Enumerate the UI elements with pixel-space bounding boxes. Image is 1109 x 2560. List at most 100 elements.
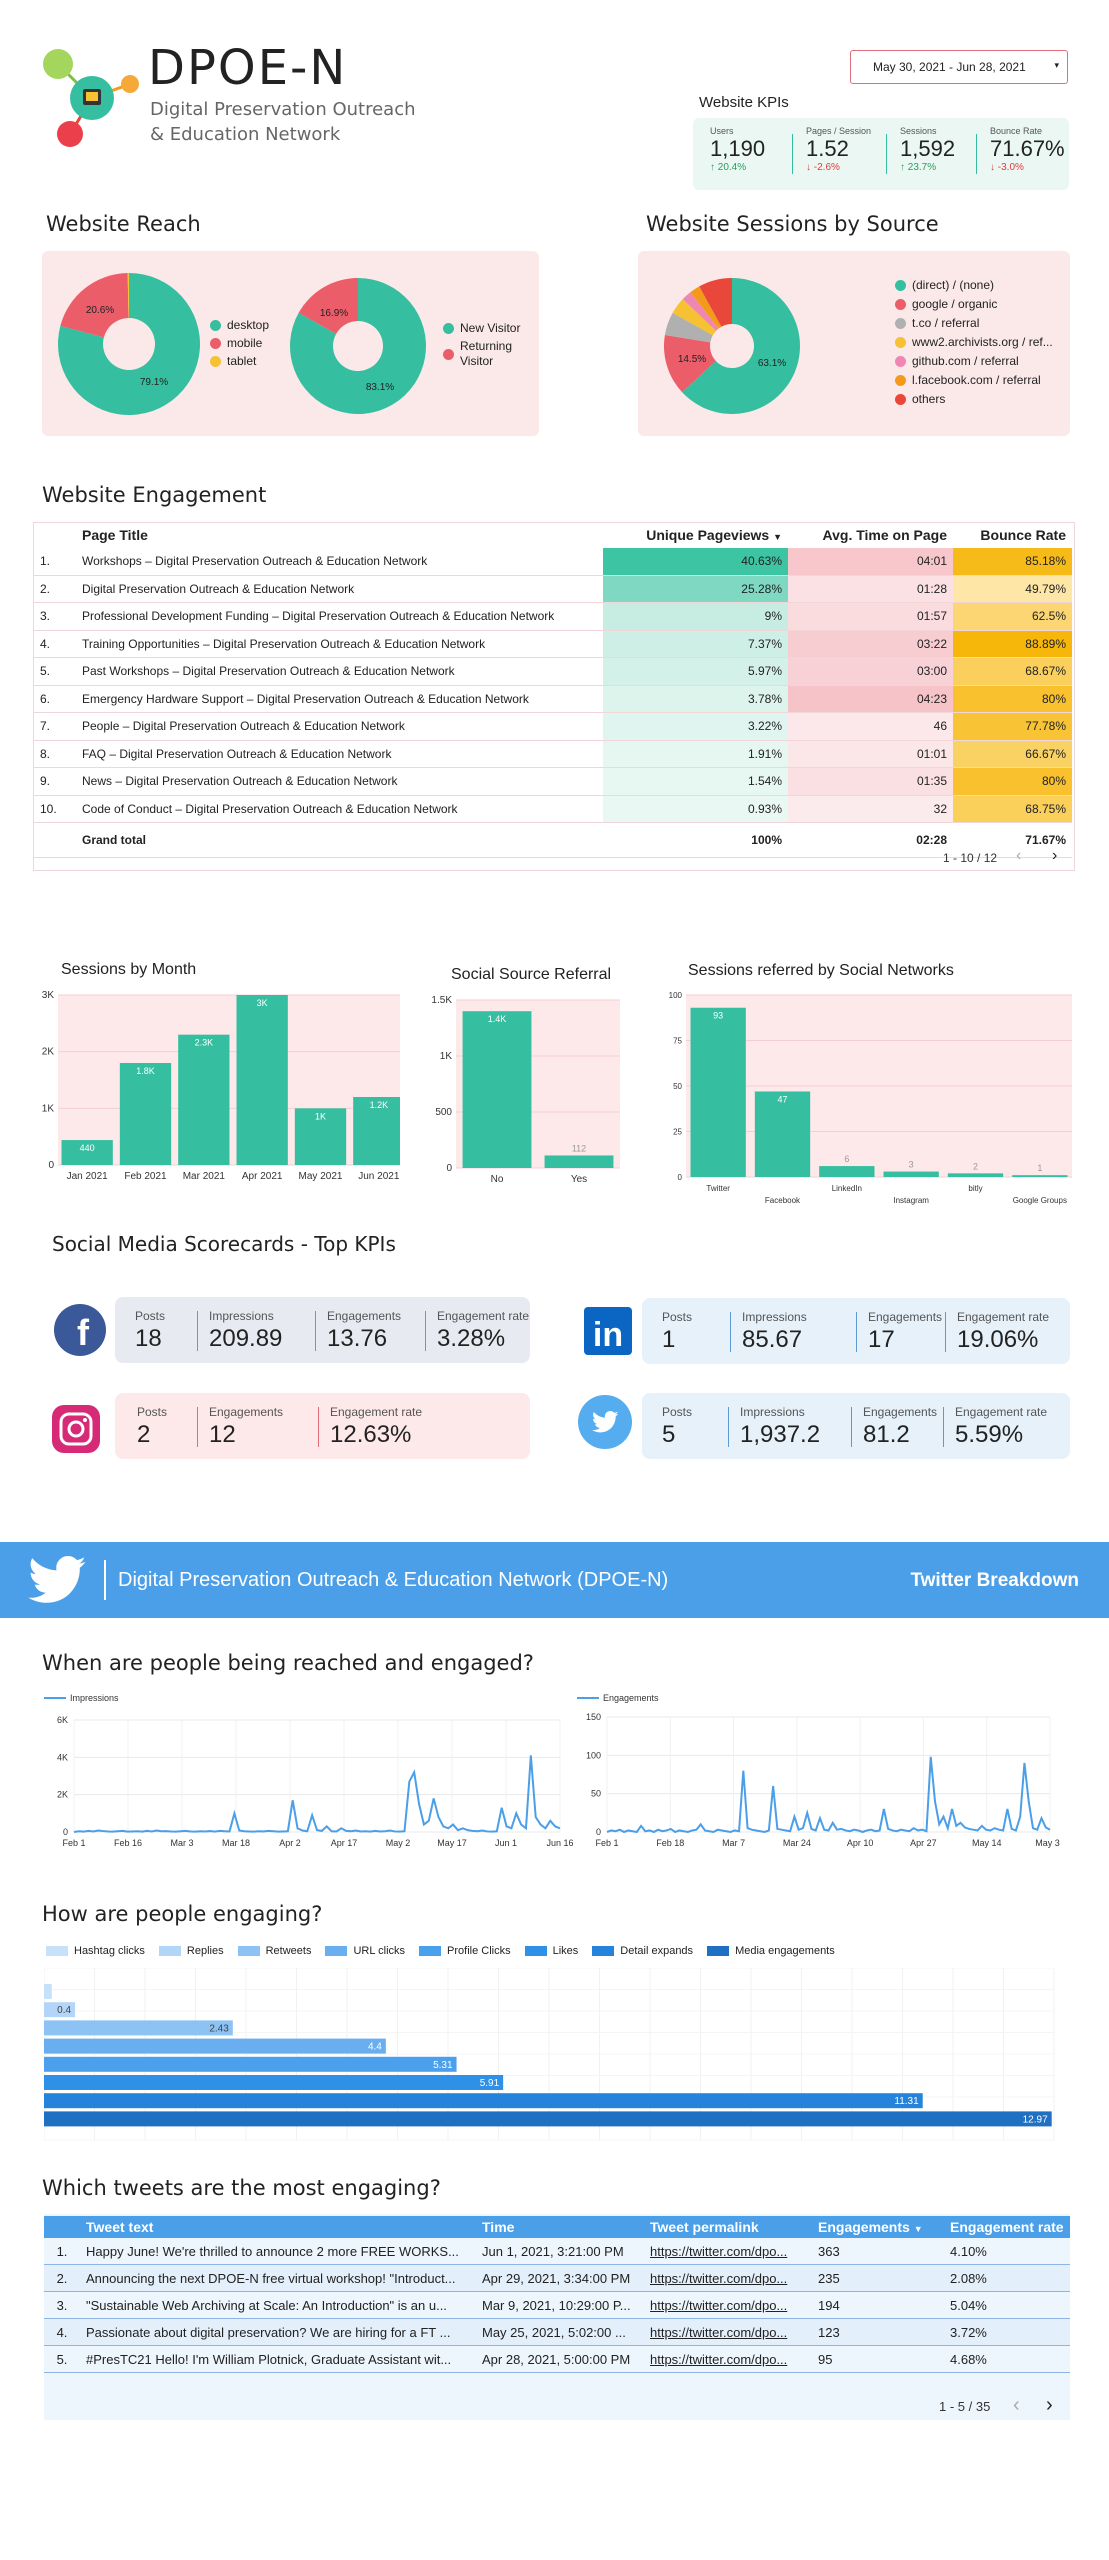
- col-permalink[interactable]: Tweet permalink: [644, 2216, 812, 2238]
- tweet-cell-link[interactable]: https://twitter.com/dpo...: [644, 2264, 812, 2292]
- table-row[interactable]: 10. Code of Conduct – Digital Preservatio…: [34, 795, 1072, 823]
- tweets-next-icon[interactable]: ›: [1046, 2394, 1053, 2416]
- table-row[interactable]: 1. Workshops – Digital Preservation Outre…: [34, 548, 1072, 576]
- metric-label: Engagement rate: [330, 1405, 423, 1419]
- col-engagements[interactable]: Engagements ▼: [812, 2216, 944, 2238]
- x-tick-label: Feb 1: [62, 1838, 85, 1848]
- cell-n: 10.: [34, 795, 76, 823]
- metric-label: Posts: [135, 1309, 166, 1323]
- y-tick-label: 2K: [42, 1047, 55, 1058]
- data-label: 5.31: [433, 2060, 453, 2071]
- cell-page: Professional Development Funding – Digit…: [76, 602, 603, 631]
- tweet-row[interactable]: 5. #PresTC21 Hello! I'm William Plotnick,…: [44, 2345, 1070, 2373]
- legend-swatch: [419, 1946, 442, 1956]
- how-engaging-chart: 0.4 2.43 4.4 5.31 5.91 11.31 12.97: [44, 1968, 1055, 2141]
- table-row[interactable]: 9. News – Digital Preservation Outreach &…: [34, 767, 1072, 796]
- bar: [119, 1063, 172, 1165]
- arrow-up-icon: ↑: [900, 162, 908, 173]
- facebook-icon: f: [53, 1303, 107, 1357]
- col-tweet-text[interactable]: Tweet text: [80, 2216, 476, 2238]
- metric-value: 17: [868, 1326, 895, 1353]
- cell-bounce: 85.18%: [953, 548, 1072, 576]
- legend-label: l.facebook.com / referral: [912, 373, 1041, 387]
- metric-divider: [728, 1407, 729, 1447]
- bar: [883, 1171, 939, 1177]
- kpi-delta-value: -3.0%: [997, 162, 1024, 173]
- engagement-table-box: [33, 522, 1075, 871]
- twitter-icon: [578, 1395, 632, 1449]
- metric-label: Posts: [662, 1405, 693, 1419]
- table-row[interactable]: 8. FAQ – Digital Preservation Outreach & …: [34, 740, 1072, 768]
- metric-value: 1,937.2: [740, 1421, 821, 1448]
- col-page-title[interactable]: Page Title: [82, 527, 148, 543]
- kpi-1: Users 1,190 ↑ 20.4%: [710, 126, 765, 173]
- category-label: May 2021: [299, 1171, 343, 1182]
- tweet-row[interactable]: 4. Passionate about digital preservation?…: [44, 2318, 1070, 2346]
- tweet-cell-link[interactable]: https://twitter.com/dpo...: [644, 2318, 812, 2346]
- col-time[interactable]: Time: [476, 2216, 644, 2238]
- y-tick-label: 25: [673, 1128, 682, 1137]
- legend-label: Retweets: [265, 1945, 312, 1957]
- tweet-cell-text: #PresTC21 Hello! I'm William Plotnick, G…: [80, 2345, 476, 2373]
- col-bounce-rate[interactable]: Bounce Rate: [980, 527, 1066, 543]
- tweet-row[interactable]: 1. Happy June! We're thrilled to announce…: [44, 2238, 1070, 2265]
- col-avg-time[interactable]: Avg. Time on Page: [822, 527, 947, 543]
- category-label: Feb 2021: [124, 1171, 167, 1182]
- most-engaging-title: Which tweets are the most engaging?: [42, 2176, 441, 2200]
- visitor-legend: New Visitor Returning Visitor: [443, 321, 530, 373]
- col-unique-pageviews[interactable]: Unique Pageviews ▼: [646, 527, 782, 543]
- tweet-row[interactable]: 2. Announcing the next DPOE-N free virtua…: [44, 2264, 1070, 2292]
- x-tick-label: Apr 27: [910, 1838, 937, 1848]
- metric-label: Impressions: [740, 1405, 805, 1419]
- y-tick-label: 50: [673, 1082, 682, 1091]
- cell-bounce: 68.67%: [953, 657, 1072, 686]
- cell-upv: 1.54%: [603, 767, 788, 796]
- data-label: 2.43: [209, 2023, 229, 2034]
- data-label: 47: [777, 1094, 787, 1104]
- table-row[interactable]: 2. Digital Preservation Outreach & Educat…: [34, 575, 1072, 603]
- data-label: 440: [80, 1143, 95, 1153]
- kpi-value: 71.67%: [990, 136, 1065, 161]
- metric-value: 5: [662, 1421, 676, 1448]
- twitter-bird-icon: [28, 1556, 86, 1603]
- table-row[interactable]: 3. Professional Development Funding – Dig…: [34, 602, 1072, 631]
- prev-page-icon[interactable]: ‹: [1016, 847, 1022, 864]
- slice-desktop: [58, 273, 200, 415]
- next-page-icon[interactable]: ›: [1052, 847, 1058, 864]
- category-label: bitly: [968, 1184, 982, 1193]
- data-label: 3K: [257, 998, 268, 1008]
- sort-caret-icon: ▼: [913, 2224, 923, 2234]
- legend-label: Likes: [552, 1945, 579, 1957]
- tweet-cell-link[interactable]: https://twitter.com/dpo...: [644, 2345, 812, 2373]
- social-networks-title: Sessions referred by Social Networks: [688, 962, 954, 979]
- metric-label: Engagements: [868, 1310, 943, 1324]
- table-row[interactable]: 6. Emergency Hardware Support – Digital P…: [34, 685, 1072, 713]
- kpi-value: 1,592: [900, 136, 956, 161]
- date-range-picker[interactable]: May 30, 2021 - Jun 28, 2021 ▾: [850, 50, 1068, 84]
- arrow-down-icon: ↓: [806, 162, 814, 173]
- col-engagement-rate[interactable]: Engagement rate: [944, 2216, 1070, 2238]
- metric-label: Engagement rate: [957, 1310, 1050, 1324]
- legend-item: l.facebook.com / referral: [895, 373, 1053, 387]
- table-row[interactable]: 7. People – Digital Preservation Outreach…: [34, 712, 1072, 741]
- table-row[interactable]: 5. Past Workshops – Digital Preservation …: [34, 657, 1072, 686]
- tweet-row[interactable]: 3. "Sustainable Web Archiving at Scale: A…: [44, 2291, 1070, 2319]
- tweets-table: Tweet text Time Tweet permalink Engageme…: [44, 2216, 1070, 2373]
- arrow-up-icon: ↑: [710, 162, 718, 173]
- table-row[interactable]: 4. Training Opportunities – Digital Prese…: [34, 630, 1072, 658]
- tweet-cell-link[interactable]: https://twitter.com/dpo...: [644, 2291, 812, 2319]
- twitter-banner: Digital Preservation Outreach & Educatio…: [0, 1542, 1109, 1618]
- slice-label: 79.1%: [140, 377, 168, 388]
- cell-n: 2.: [34, 575, 76, 603]
- cell-page: FAQ – Digital Preservation Outreach & Ed…: [76, 740, 603, 768]
- x-tick-label: Feb 16: [114, 1838, 142, 1848]
- tweets-prev-icon[interactable]: ‹: [1013, 2394, 1020, 2416]
- logo-title: DPOE-N: [148, 40, 348, 96]
- tweet-cell-link[interactable]: https://twitter.com/dpo...: [644, 2238, 812, 2265]
- legend-item: google / organic: [895, 297, 1053, 311]
- data-label: 3: [909, 1160, 914, 1170]
- grand-total-label: Grand total: [76, 822, 603, 858]
- x-tick-label: Feb 1: [595, 1838, 618, 1848]
- legend-dot: [895, 317, 906, 329]
- legend-dot: [443, 348, 454, 360]
